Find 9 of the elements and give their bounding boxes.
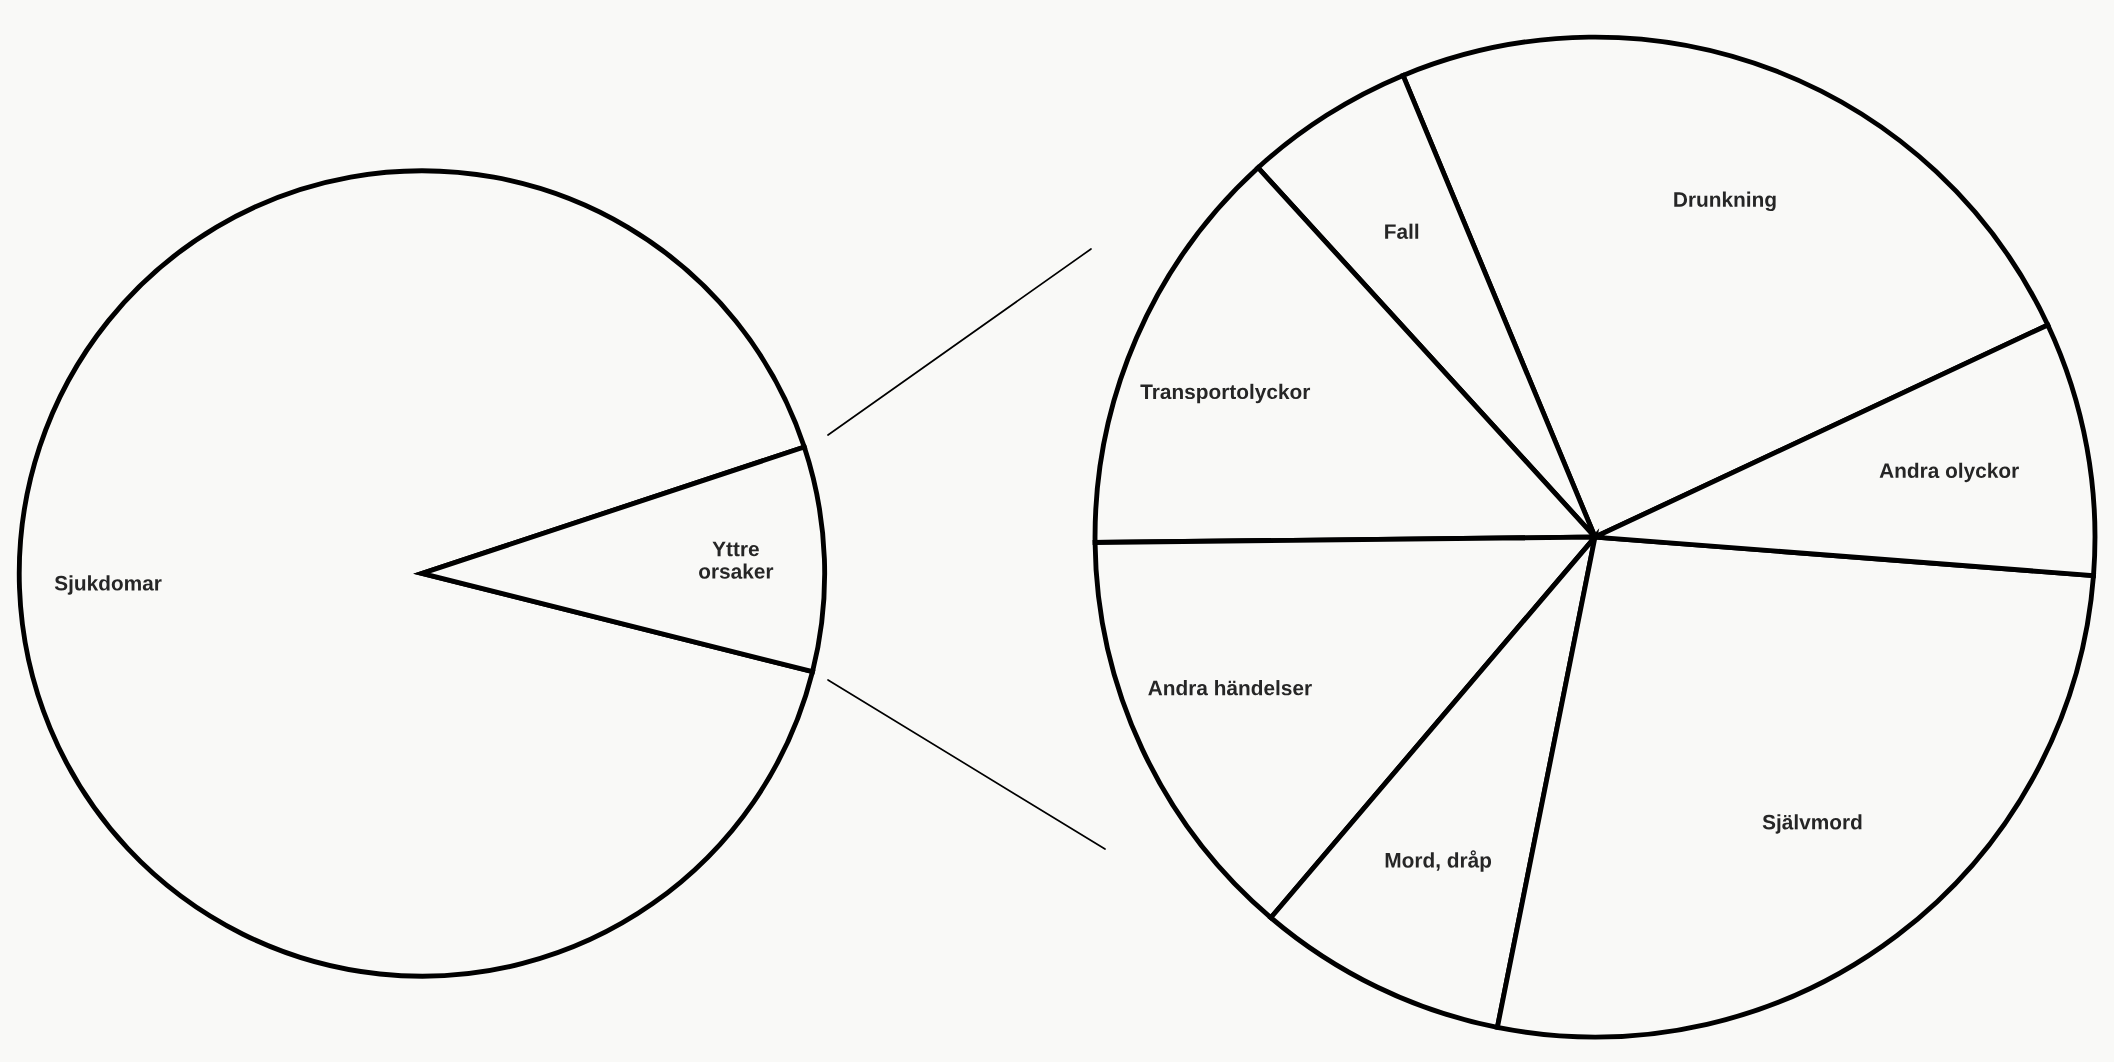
slice-label: Fall — [1385, 223, 1419, 239]
slice-label: Självmord — [1762, 814, 1862, 834]
slice-label: Sjukdomar — [54, 575, 162, 595]
slice-label: Yttre orsaker — [699, 541, 774, 579]
slice-label: Transportolyckor — [1140, 383, 1311, 404]
slice-label: Andra händelser — [1148, 680, 1312, 696]
slice-label: Andra olyckor — [1879, 462, 2019, 483]
slice-label: Drunkning — [1674, 191, 1776, 212]
slice-label: Mord, dråp — [1385, 850, 1492, 872]
